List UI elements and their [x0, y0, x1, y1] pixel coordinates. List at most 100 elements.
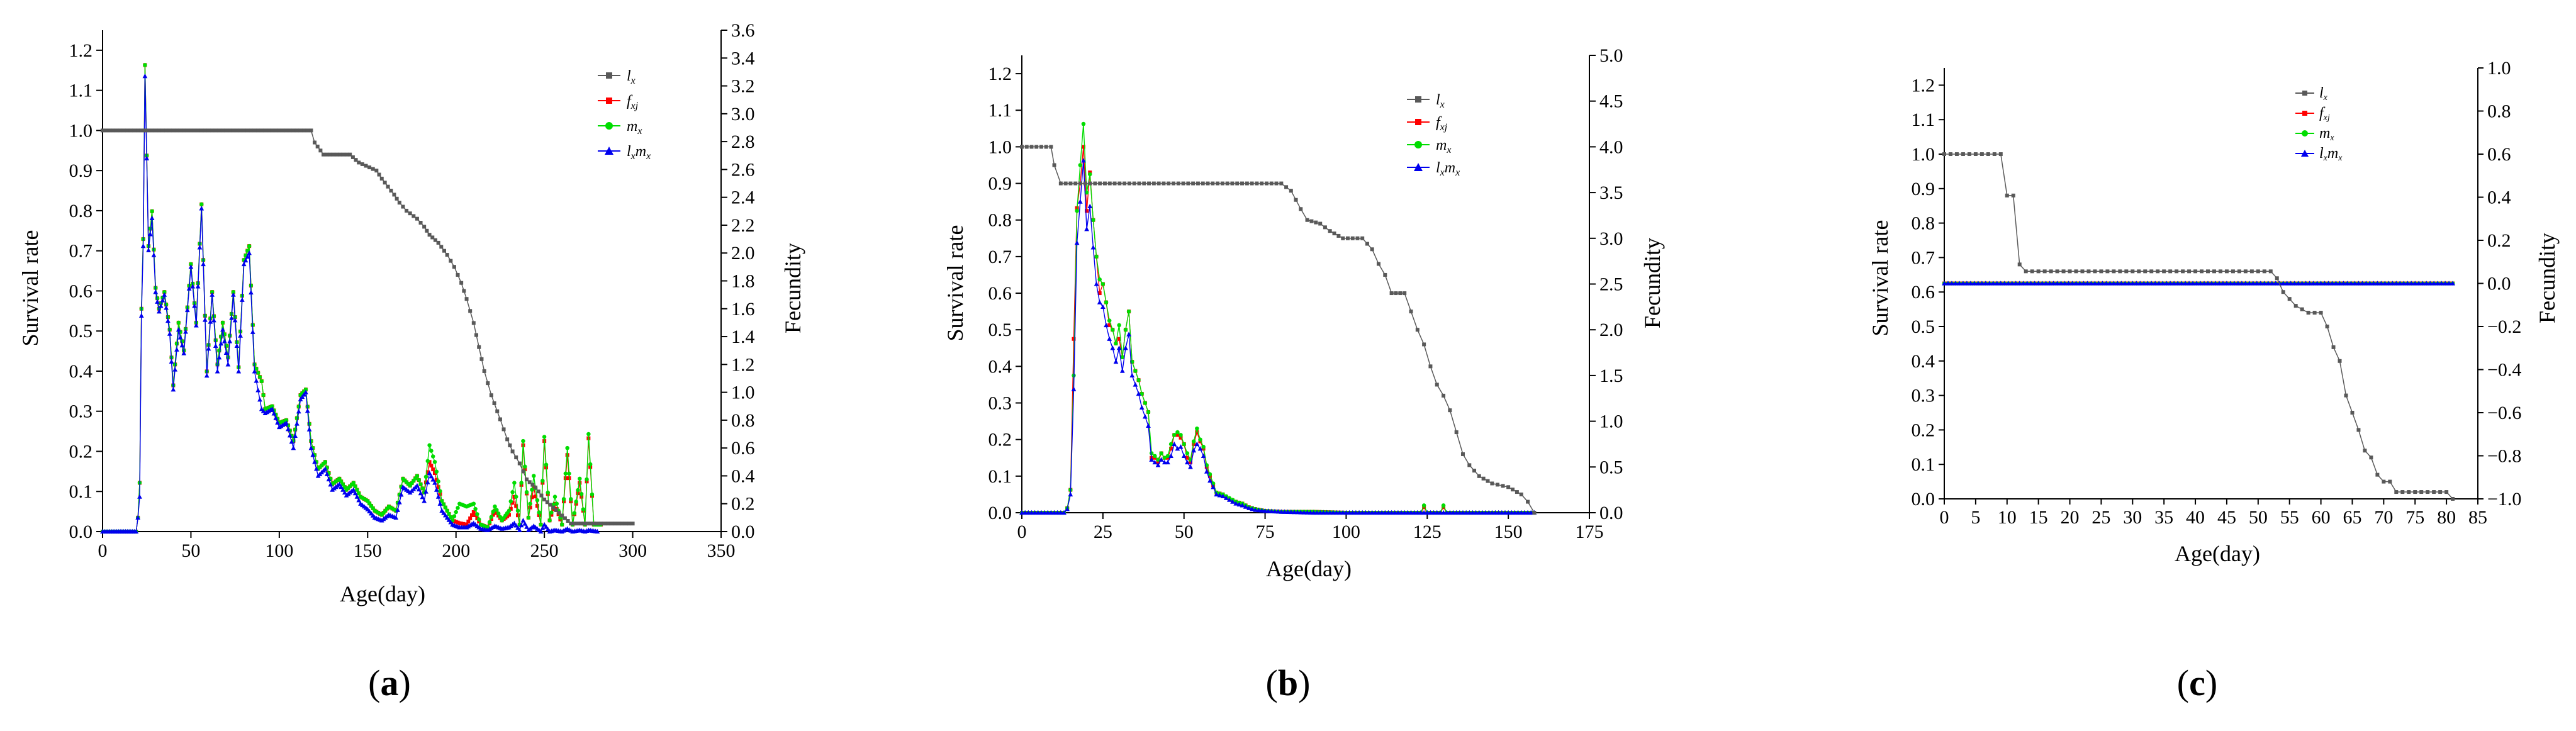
point-lxmx: [2333, 281, 2339, 286]
point-lxmx: [1389, 510, 1394, 515]
point-lx: [1123, 181, 1127, 186]
point-lxmx: [2420, 281, 2426, 286]
point-lxmx: [1116, 345, 1122, 350]
point-mx: [199, 202, 204, 206]
point-lx: [1049, 145, 1053, 149]
point-lxmx: [216, 355, 222, 360]
right-y-tick-label: 0.5: [1599, 457, 1623, 477]
point-lx: [1245, 181, 1249, 186]
point-mx: [231, 289, 236, 294]
point-lxmx: [2303, 281, 2309, 286]
point-lx: [2249, 269, 2254, 274]
point-fxj: [468, 516, 473, 520]
point-mx: [1185, 451, 1190, 455]
point-lxmx: [2337, 281, 2343, 286]
left-y-tick-label: 1.1: [1912, 109, 1935, 130]
x-tick-label: 300: [619, 540, 647, 561]
point-lx: [425, 228, 429, 233]
point-lx: [235, 128, 239, 133]
point-lxmx: [1081, 158, 1086, 163]
point-lxmx: [1272, 508, 1277, 514]
point-lx: [341, 152, 345, 157]
point-lxmx: [1074, 240, 1080, 245]
point-lxmx: [1143, 414, 1148, 419]
point-lx: [462, 289, 466, 293]
point-lx: [433, 238, 437, 242]
point-lx: [256, 128, 260, 133]
point-lxmx: [1269, 508, 1274, 513]
point-lxmx: [2450, 281, 2455, 286]
left-y-tick-label: 1.2: [69, 40, 93, 61]
point-lxmx: [225, 362, 231, 367]
point-lx: [111, 128, 115, 133]
point-mx: [355, 488, 359, 492]
point-lxmx: [1152, 459, 1158, 465]
right-y-tick-label: 5.0: [1599, 45, 1623, 66]
point-lxmx: [416, 486, 422, 492]
point-lx: [530, 483, 535, 487]
point-lxmx: [2409, 281, 2414, 286]
point-fxj: [1097, 291, 1102, 296]
point-mx: [1168, 442, 1173, 447]
point-lx: [1980, 152, 1984, 156]
point-lx: [1526, 499, 1530, 504]
point-lxmx: [142, 73, 148, 79]
point-lxmx: [2273, 281, 2278, 286]
point-lx: [1350, 236, 1355, 240]
point-lxmx: [1976, 281, 1981, 286]
point-lxmx: [1347, 510, 1352, 515]
point-lx: [2451, 497, 2455, 501]
point-lx: [2407, 490, 2411, 494]
point-lx: [630, 522, 635, 526]
point-lx: [2074, 269, 2078, 274]
point-lx: [1264, 181, 1268, 186]
point-lx: [309, 128, 313, 133]
point-lx: [1986, 152, 1990, 156]
point-lx: [1274, 181, 1279, 186]
right-y-tick-label: 3.4: [731, 48, 755, 69]
point-lx: [1486, 479, 1490, 483]
point-lx: [2312, 311, 2317, 315]
left-y-tick-label: 1.2: [1912, 75, 1935, 96]
point-lxmx: [1489, 510, 1495, 515]
right-y-tick-label: 0.0: [731, 522, 755, 542]
point-lx: [2131, 269, 2135, 274]
point-fxj: [469, 513, 474, 517]
point-lxmx: [2137, 281, 2143, 286]
point-lxmx: [1246, 505, 1252, 510]
point-mx: [1159, 451, 1163, 455]
point-lxmx: [1366, 510, 1372, 515]
point-lx: [1346, 236, 1350, 240]
point-lxmx: [1236, 501, 1242, 507]
point-lx: [1020, 145, 1024, 149]
point-lxmx: [2032, 281, 2037, 286]
point-lxmx: [2149, 281, 2154, 286]
legend-item-fxj: fxj: [2295, 105, 2330, 123]
point-lxmx: [203, 317, 208, 322]
point-lx: [1954, 152, 1959, 156]
point-lx: [2206, 269, 2210, 274]
point-lxmx: [324, 471, 330, 476]
point-lx: [459, 281, 464, 285]
point-lx: [1442, 393, 1446, 398]
point-lxmx: [1220, 493, 1226, 498]
point-lxmx: [517, 527, 522, 532]
point-lxmx: [1428, 510, 1433, 515]
point-mx: [1084, 190, 1089, 195]
point-lxmx: [1104, 322, 1109, 328]
point-fxj: [496, 513, 501, 518]
point-lxmx: [2310, 281, 2316, 286]
point-lxmx: [1525, 510, 1530, 515]
point-mx: [284, 418, 289, 423]
point-lx: [101, 128, 104, 133]
point-mx: [579, 491, 584, 496]
point-lxmx: [227, 338, 233, 343]
point-mx: [588, 462, 593, 467]
point-fxj: [436, 485, 440, 489]
point-lx: [228, 128, 232, 133]
point-lxmx: [1447, 510, 1453, 515]
point-lx: [1467, 463, 1472, 467]
left-y-tick-label: 0.3: [1912, 386, 1935, 406]
point-lxmx: [422, 498, 427, 503]
point-lx: [408, 211, 412, 216]
